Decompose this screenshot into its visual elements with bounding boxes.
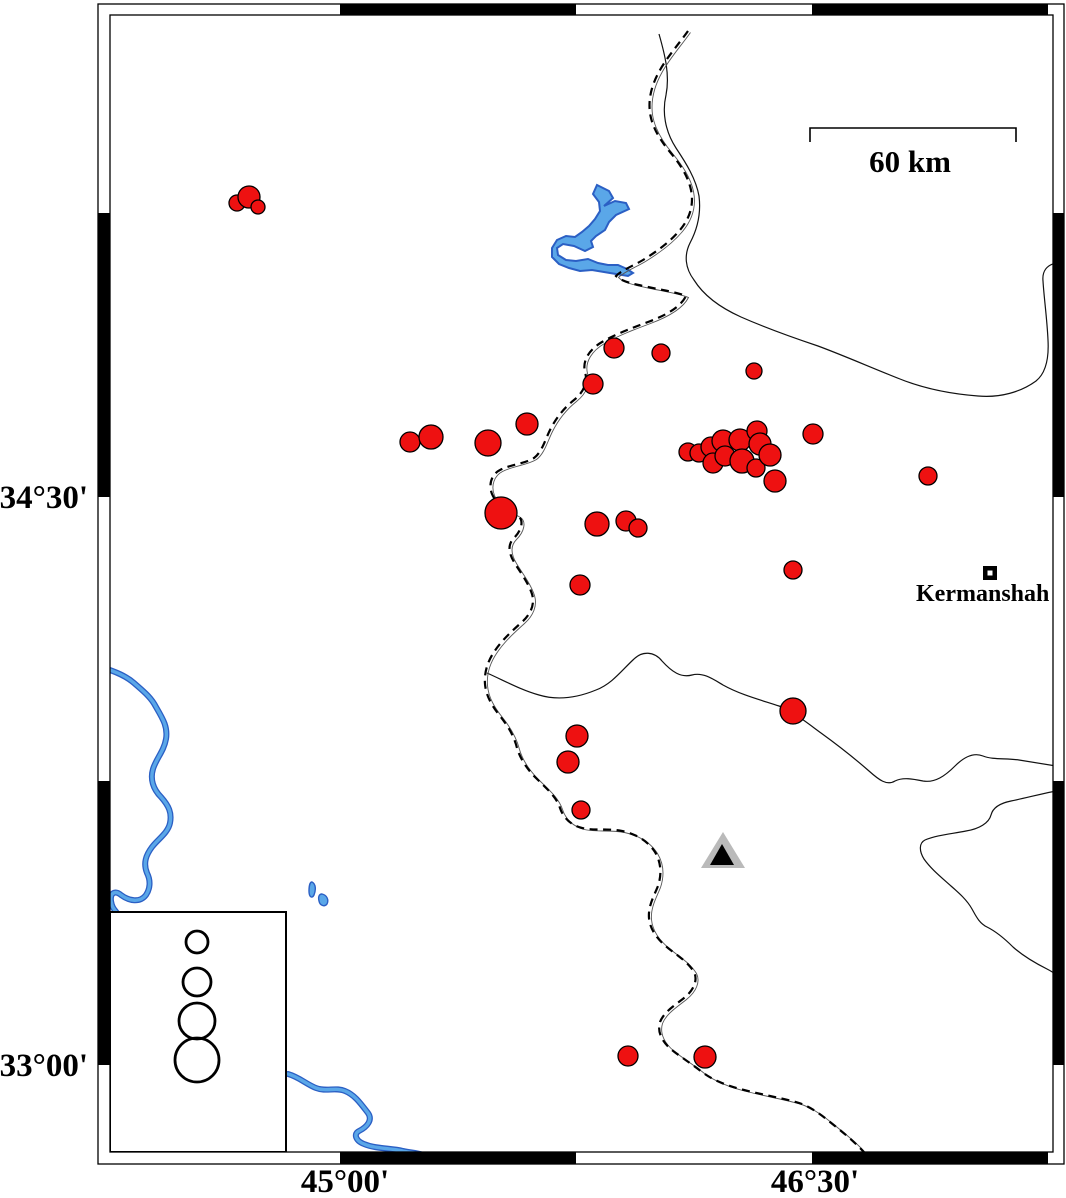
map-content: Kermanshah 60 km [110, 30, 1053, 1152]
frame-inner-line [109, 14, 1054, 1153]
river [110, 666, 174, 916]
earthquake-marker [746, 458, 766, 478]
city-marker-center [987, 570, 993, 576]
earthquake-marker [693, 1045, 717, 1069]
earthquake-marker [584, 511, 610, 537]
axis-label-lat-33-00: 33°00' [0, 1048, 88, 1084]
lake [551, 183, 635, 278]
dashed-border-layer [483, 30, 866, 1152]
boundary-line [658, 33, 1053, 397]
frame-band-bottom [812, 1152, 1048, 1164]
frame-band-left [98, 213, 110, 497]
frame-outer-line [97, 3, 1065, 1165]
frame-band-right [1053, 781, 1064, 1065]
overlay-layer: Kermanshah 60 km [110, 127, 1049, 1152]
boundary-line-layer [486, 33, 1053, 974]
earthquake-marker [758, 443, 782, 467]
frame-band-bottom [340, 1152, 576, 1164]
frame-band-left [98, 781, 110, 1065]
pond [308, 881, 317, 898]
earthquake-marker [651, 343, 671, 363]
earthquake-marker [802, 423, 824, 445]
station-triangle-inner [710, 844, 734, 865]
earthquake-marker [569, 574, 591, 596]
earthquake-marker [779, 697, 807, 725]
earthquake-marker [565, 724, 589, 748]
earthquake-marker [515, 412, 539, 436]
axis-label-lat-34-30: 34°30' [0, 480, 88, 516]
boundary-line [919, 790, 1053, 974]
axis-labels: 34°30' 33°00' 45°00' 46°30' [0, 480, 859, 1198]
border-solid-companion [486, 32, 866, 1152]
legend-magnitude-circle [173, 1036, 221, 1084]
frame-band-top [812, 4, 1048, 15]
earthquake-marker [418, 424, 444, 450]
axis-label-lon-45-00: 45°00' [301, 1164, 389, 1198]
water-layer [110, 183, 635, 1152]
earthquake-marker [763, 469, 787, 493]
legend-box [110, 911, 287, 1152]
earthquake-marker [918, 466, 938, 486]
scale-bar [809, 127, 1017, 142]
earthquake-marker [783, 560, 803, 580]
map-frame [97, 3, 1065, 1165]
earthquake-marker [582, 373, 604, 395]
earthquake-marker [603, 337, 625, 359]
earthquake-marker [571, 800, 591, 820]
scale-bar-label: 60 km [869, 144, 951, 179]
legend-magnitude-circle [181, 966, 213, 998]
river [286, 1072, 419, 1152]
earthquake-marker [484, 496, 518, 530]
earthquake-marker [250, 199, 266, 215]
earthquake-marker [399, 431, 421, 453]
city-label-kermanshah: Kermanshah [916, 581, 1049, 607]
pond [317, 893, 329, 907]
legend-magnitude-circle [184, 929, 210, 955]
earthquake-marker [628, 518, 648, 538]
earthquake-marker [745, 362, 763, 380]
earthquake-marker [617, 1045, 639, 1067]
earthquake-marker [556, 750, 580, 774]
frame-band-right [1053, 213, 1064, 497]
axis-label-lon-46-30: 46°30' [771, 1164, 859, 1198]
earthquake-marker [474, 429, 502, 457]
earthquake-layer [228, 185, 938, 1069]
border-dashed [483, 30, 866, 1152]
river [110, 668, 173, 915]
frame-band-top [340, 4, 576, 15]
